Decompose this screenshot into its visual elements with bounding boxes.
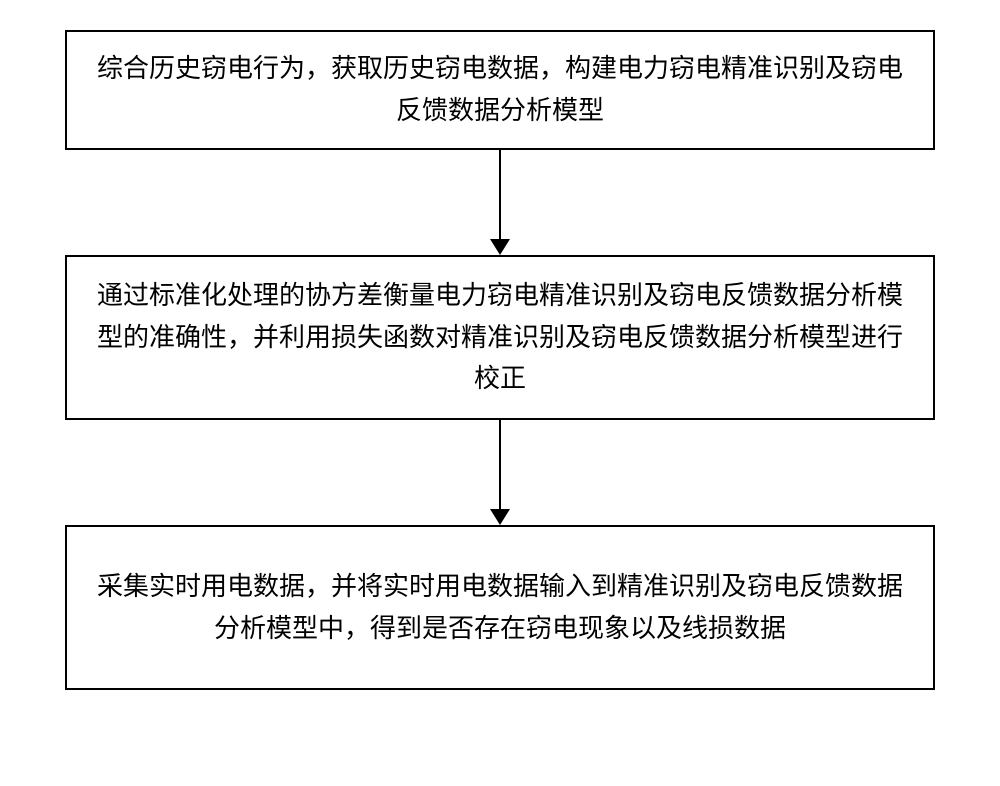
flowchart-arrow-1 (490, 150, 510, 255)
flowchart-step-2: 通过标准化处理的协方差衡量电力窃电精准识别及窃电反馈数据分析模型的准确性，并利用… (65, 255, 935, 420)
arrow-line-icon (499, 150, 501, 239)
arrow-head-icon (490, 509, 510, 525)
flowchart-step-3: 采集实时用电数据，并将实时用电数据输入到精准识别及窃电反馈数据分析模型中，得到是… (65, 525, 935, 690)
flowchart-step-1: 综合历史窃电行为，获取历史窃电数据，构建电力窃电精准识别及窃电反馈数据分析模型 (65, 30, 935, 150)
flowchart-arrow-2 (490, 420, 510, 525)
arrow-head-icon (490, 239, 510, 255)
arrow-line-icon (499, 420, 501, 509)
